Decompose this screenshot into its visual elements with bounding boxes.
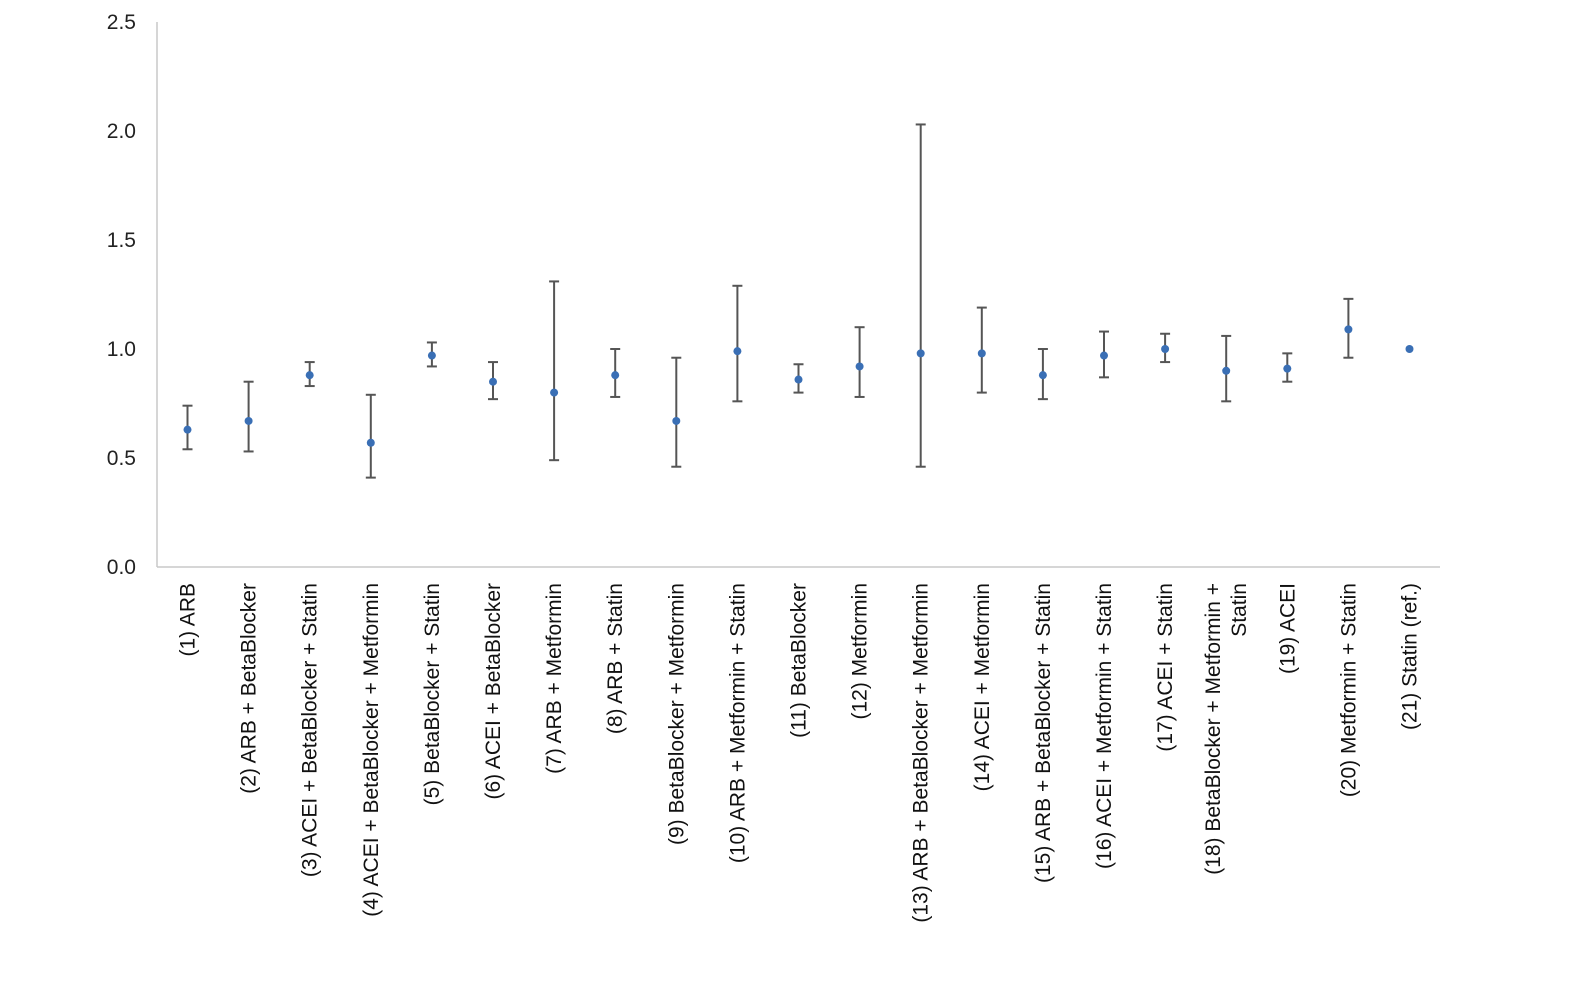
y-tick-label: 2.5 <box>107 11 136 34</box>
error-bar <box>854 326 865 398</box>
data-point <box>550 388 559 397</box>
data-point <box>855 362 864 371</box>
x-tick-label: Statin <box>1228 583 1251 637</box>
data-point <box>183 425 192 434</box>
error-bars <box>182 123 1354 479</box>
y-tick-label: 1.0 <box>107 338 136 361</box>
data-point <box>916 349 925 358</box>
error-bar <box>915 123 926 468</box>
x-tick-label: (5) BetaBlocker + Statin <box>421 583 444 805</box>
y-tick-label: 0.0 <box>107 556 136 579</box>
data-points <box>183 325 1414 447</box>
x-tick-label: (18) BetaBlocker + Metformin + <box>1202 583 1225 875</box>
data-point <box>611 371 620 380</box>
data-point <box>1038 371 1047 380</box>
x-tick-label: (10) ARB + Metformin + Statin <box>726 583 749 863</box>
data-point <box>305 371 314 380</box>
error-bar <box>732 284 743 403</box>
data-point <box>733 347 742 356</box>
x-tick-label: (11) BetaBlocker <box>788 583 811 738</box>
x-tick-label: (16) ACEI + Metformin + Statin <box>1093 583 1116 869</box>
x-tick-label: (4) ACEI + BetaBlocker + Metformin <box>360 583 383 917</box>
x-tick-label: (17) ACEI + Statin <box>1154 583 1177 752</box>
x-tick-label: (19) ACEI <box>1276 583 1299 674</box>
x-tick-label: (15) ARB + BetaBlocker + Statin <box>1032 583 1055 883</box>
x-tick-label: (1) ARB <box>177 583 200 657</box>
data-point <box>1161 345 1170 353</box>
data-point <box>1283 364 1292 373</box>
data-point <box>672 416 681 425</box>
x-tick-label: (12) Metformin <box>849 583 872 720</box>
data-point <box>427 351 436 360</box>
data-point <box>1222 366 1231 375</box>
data-point <box>977 349 986 358</box>
data-point <box>244 416 253 425</box>
data-point <box>489 377 497 386</box>
data-point <box>1405 345 1414 353</box>
x-tick-label: (3) ACEI + BetaBlocker + Statin <box>299 583 322 877</box>
x-tick-label: (21) Statin (ref.) <box>1399 583 1422 730</box>
y-tick-label: 0.5 <box>107 447 136 470</box>
x-tick-label: (9) BetaBlocker + Metformin <box>665 583 688 845</box>
y-tick-label: 2.0 <box>107 120 136 143</box>
x-tick-label: (8) ARB + Statin <box>604 583 627 734</box>
data-point <box>366 438 375 447</box>
x-tick-label: (14) ACEI + Metformin <box>971 583 994 791</box>
data-point <box>1100 351 1108 360</box>
error-bar <box>243 380 254 453</box>
x-tick-label: (7) ARB + Metformin <box>543 583 566 774</box>
error-bar <box>671 356 682 468</box>
y-tick-label: 1.5 <box>107 229 136 252</box>
error-bar <box>549 280 560 462</box>
x-tick-label: (13) ARB + BetaBlocker + Metformin <box>910 583 933 923</box>
x-tick-label: (2) ARB + BetaBlocker <box>238 583 261 794</box>
data-point <box>1344 325 1353 334</box>
x-tick-label: (6) ACEI + BetaBlocker <box>482 583 505 800</box>
y-axis: 0.0 0.5 1.0 1.5 2.0 2.5 <box>107 11 158 579</box>
error-bar <box>365 393 376 479</box>
data-point <box>794 375 803 384</box>
x-tick-labels: (1) ARB (2) ARB + BetaBlocker (3) ACEI + B… <box>177 583 1422 923</box>
x-tick-label: (20) Metformin + Statin <box>1337 583 1360 797</box>
